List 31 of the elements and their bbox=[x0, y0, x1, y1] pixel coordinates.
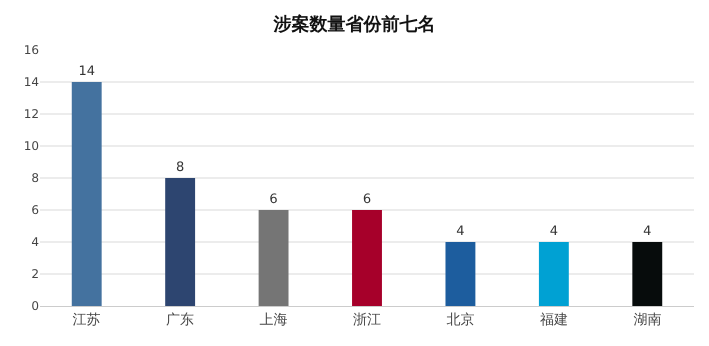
data-label: 6 bbox=[362, 192, 372, 207]
bar bbox=[258, 210, 289, 306]
chart-title: 涉案数量省份前七名 bbox=[272, 14, 436, 35]
x-tick-label: 湖南 bbox=[633, 312, 662, 328]
bar bbox=[445, 242, 476, 306]
y-tick-label: 12 bbox=[24, 107, 39, 122]
data-label: 6 bbox=[269, 192, 278, 207]
data-label: 8 bbox=[176, 160, 184, 175]
bar bbox=[352, 210, 382, 306]
y-tick-label: 2 bbox=[31, 267, 39, 282]
y-tick-label: 0 bbox=[31, 299, 39, 314]
y-tick-label: 4 bbox=[31, 235, 39, 250]
x-tick-label: 上海 bbox=[260, 312, 288, 328]
x-tick-label: 福建 bbox=[540, 312, 568, 328]
bar bbox=[538, 242, 569, 306]
data-label: 4 bbox=[550, 224, 558, 239]
x-tick-label: 广东 bbox=[166, 312, 194, 328]
y-tick-label: 6 bbox=[31, 203, 39, 218]
x-tick-label: 江苏 bbox=[72, 312, 101, 328]
y-tick-label: 14 bbox=[24, 75, 39, 90]
data-label: 14 bbox=[78, 64, 95, 79]
data-label: 4 bbox=[456, 224, 465, 239]
y-tick-label: 16 bbox=[24, 43, 39, 58]
data-label: 4 bbox=[643, 224, 652, 239]
y-tick-label: 10 bbox=[24, 139, 39, 154]
bar bbox=[165, 178, 196, 306]
x-tick-label: 北京 bbox=[446, 312, 474, 328]
bar bbox=[72, 82, 102, 306]
bar bbox=[632, 242, 662, 306]
x-tick-label: 浙江 bbox=[353, 312, 381, 328]
y-tick-label: 8 bbox=[31, 171, 39, 186]
